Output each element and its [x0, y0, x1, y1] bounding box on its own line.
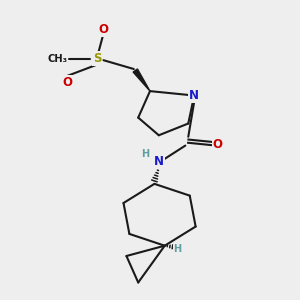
Text: O: O	[213, 138, 223, 151]
Text: CH₃: CH₃	[47, 54, 67, 64]
Text: O: O	[63, 76, 73, 89]
Text: O: O	[98, 23, 108, 36]
Text: N: N	[154, 155, 164, 168]
Polygon shape	[133, 69, 150, 91]
Text: S: S	[93, 52, 101, 65]
Text: H: H	[142, 148, 150, 158]
Text: H: H	[173, 244, 181, 254]
Text: N: N	[189, 89, 199, 102]
